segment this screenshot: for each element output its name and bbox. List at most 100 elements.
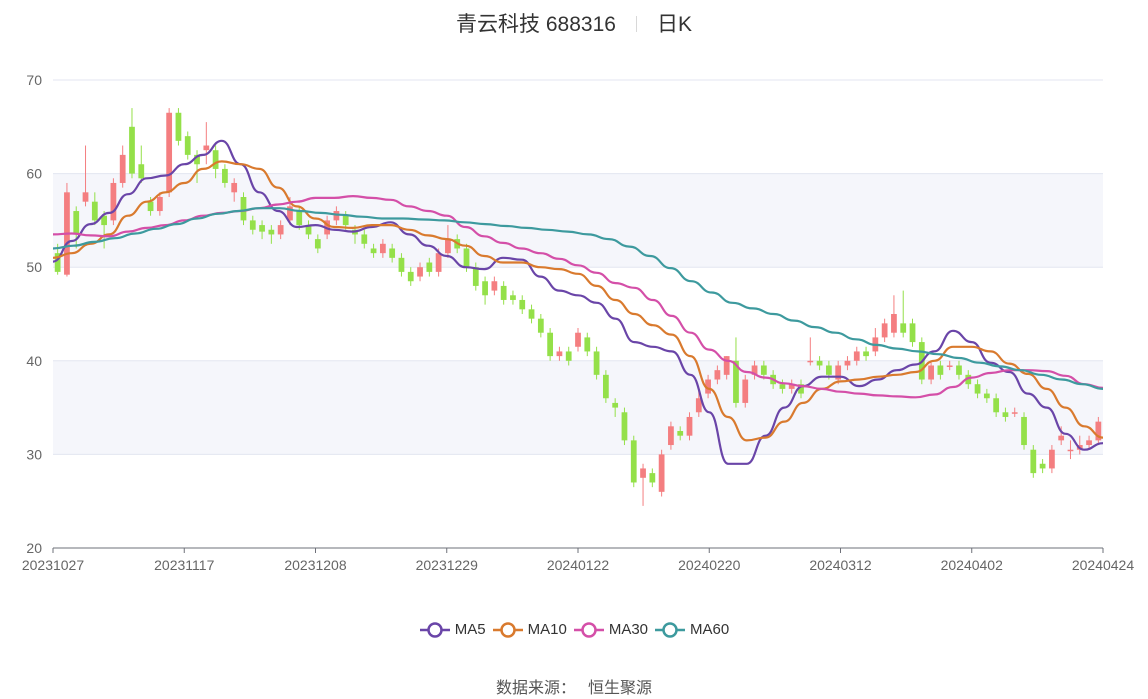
- candle-body: [156, 197, 163, 212]
- candle-body: [277, 225, 284, 235]
- candle-body: [129, 126, 135, 174]
- legend-label: MA60: [690, 621, 730, 638]
- candle-body: [463, 248, 470, 268]
- candle-body: [760, 365, 767, 375]
- candle-body: [816, 360, 823, 366]
- candle-body: [928, 365, 934, 380]
- candle-body: [305, 225, 312, 235]
- candle-body: [138, 164, 145, 179]
- candle-body: [621, 412, 628, 441]
- candle-body: [342, 215, 349, 226]
- candle-body: [175, 112, 182, 141]
- candle-body: [937, 365, 944, 375]
- legend-marker-icon: [655, 621, 686, 638]
- candle-body: [147, 201, 154, 212]
- candle-body: [1095, 421, 1102, 441]
- candle-body: [445, 239, 451, 254]
- candle-body: [751, 365, 758, 375]
- candle-body: [788, 384, 795, 389]
- y-tick-label: 20: [26, 540, 42, 556]
- candle-body: [222, 168, 228, 183]
- legend-item-ma5[interactable]: MA5: [419, 621, 486, 638]
- candle-body: [965, 374, 972, 385]
- legend-item-ma30[interactable]: MA30: [573, 621, 648, 638]
- candle-body: [779, 384, 786, 389]
- candle-body: [1067, 449, 1074, 452]
- legend-label: MA30: [608, 621, 649, 638]
- candle-body: [101, 215, 107, 226]
- candle-body: [166, 112, 173, 193]
- x-tick-label: 20240122: [547, 557, 610, 573]
- candle-body: [974, 384, 981, 394]
- candle-body: [835, 365, 842, 380]
- candle-body: [983, 393, 990, 399]
- candle-body: [658, 454, 665, 492]
- candle-body: [547, 332, 554, 357]
- legend-item-ma60[interactable]: MA60: [654, 621, 729, 638]
- candle-body: [54, 253, 61, 272]
- candle-body: [519, 299, 526, 310]
- y-tick-label: 50: [26, 259, 42, 275]
- period-label: 日K: [656, 13, 692, 36]
- candle-body: [891, 314, 897, 333]
- candle-body: [379, 243, 386, 254]
- candle-body: [203, 145, 210, 151]
- candle-body: [212, 150, 219, 169]
- x-tick-label: 20231027: [22, 557, 85, 573]
- candle-body: [900, 323, 907, 333]
- candle-body: [500, 285, 507, 300]
- candle-body: [956, 365, 962, 375]
- candle-body: [826, 365, 832, 375]
- candle-body: [296, 211, 303, 226]
- candle-body: [714, 370, 721, 380]
- y-tick-label: 70: [26, 72, 42, 88]
- candle-body: [863, 351, 869, 357]
- candle-body: [723, 356, 730, 375]
- series-line-ma5: [52, 139, 1104, 465]
- data-source-label: 数据来源：: [495, 680, 576, 697]
- candle-body: [184, 136, 191, 155]
- candle-body: [556, 351, 563, 357]
- candle-body: [389, 248, 396, 258]
- candle-body: [249, 220, 256, 230]
- plot-band: [53, 173, 1103, 268]
- candle-body: [565, 351, 572, 361]
- candle-body: [1021, 416, 1027, 446]
- candle-body: [695, 398, 702, 413]
- candle-body: [510, 295, 516, 300]
- x-tick-label: 20231117: [154, 557, 214, 573]
- candle-body: [1058, 435, 1065, 441]
- candle-body: [668, 426, 674, 446]
- candle-body: [798, 384, 804, 394]
- legend: MA5 MA10 MA30 MA60: [0, 621, 1148, 642]
- candle-body: [807, 360, 814, 363]
- candle-body: [287, 206, 293, 221]
- candle-body: [593, 351, 600, 375]
- candle-body: [844, 360, 851, 366]
- candle-body: [82, 192, 89, 202]
- candle-body: [268, 229, 275, 235]
- plot-band: [53, 360, 1103, 455]
- chart-title: 青云科技 688316: [456, 13, 616, 36]
- legend-item-ma10[interactable]: MA10: [492, 621, 567, 638]
- candle-body: [881, 323, 888, 338]
- candle-body: [1039, 463, 1046, 469]
- candle-body: [705, 379, 711, 394]
- legend-marker-icon: [492, 621, 523, 638]
- candle-body: [640, 468, 646, 478]
- chart-title-row: 青云科技 688316 日K: [0, 8, 1148, 38]
- candle-body: [407, 271, 414, 282]
- x-tick-label: 20231208: [284, 557, 347, 573]
- candle-body: [314, 239, 321, 249]
- candle-body: [602, 374, 609, 399]
- candle-body: [630, 440, 637, 483]
- candle-body: [417, 267, 423, 277]
- candle-body: [1049, 449, 1055, 469]
- x-tick-label: 20240220: [678, 557, 741, 573]
- candle-body: [677, 431, 684, 436]
- x-tick-label: 20240424: [1072, 557, 1135, 573]
- candle-body: [1011, 412, 1018, 414]
- candle-body: [993, 398, 1000, 413]
- candle-body: [231, 182, 238, 193]
- series-line-ma10: [52, 160, 1104, 442]
